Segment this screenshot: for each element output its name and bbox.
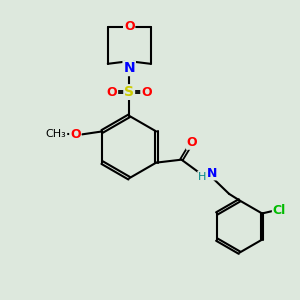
Text: O: O <box>70 128 81 141</box>
Text: Cl: Cl <box>273 204 286 217</box>
Text: O: O <box>141 85 152 98</box>
Text: CH₃: CH₃ <box>46 129 67 140</box>
Text: O: O <box>187 136 197 149</box>
Text: N: N <box>123 61 135 75</box>
Text: H: H <box>198 172 206 182</box>
Text: N: N <box>207 167 217 179</box>
Text: O: O <box>124 20 134 34</box>
Text: S: S <box>124 85 134 99</box>
Text: O: O <box>106 85 117 98</box>
